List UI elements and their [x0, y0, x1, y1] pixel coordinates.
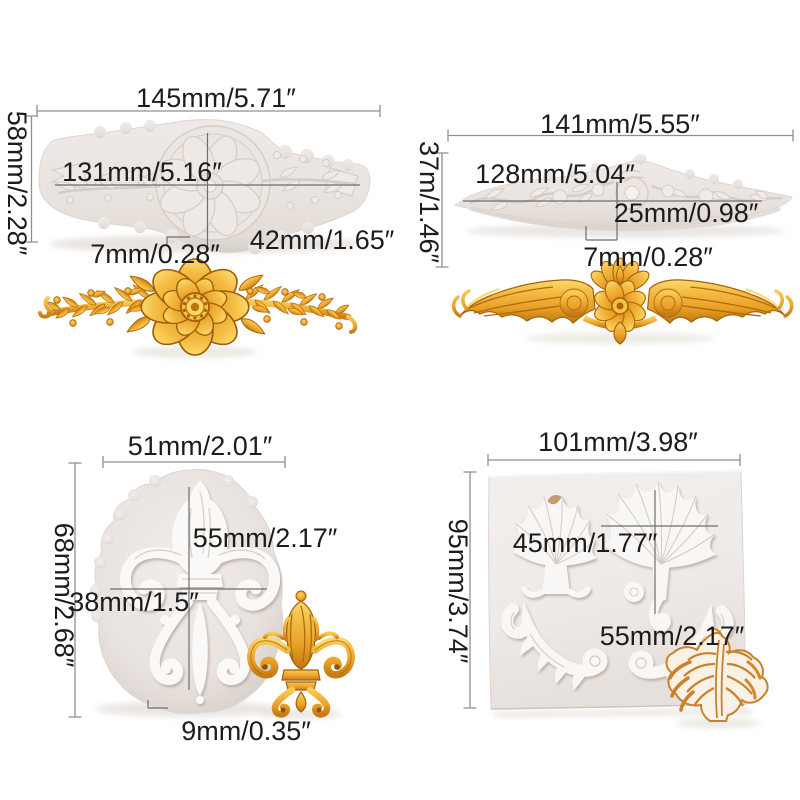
svg-text:45mm/1.77″: 45mm/1.77″ [513, 528, 658, 558]
svg-text:25mm/0.98″: 25mm/0.98″ [614, 198, 759, 228]
svg-text:51mm/2.01″: 51mm/2.01″ [128, 431, 273, 461]
svg-text:37m/1.46″: 37m/1.46″ [414, 141, 444, 264]
svg-text:95mm/3.74″: 95mm/3.74″ [443, 519, 473, 664]
svg-text:55mm/2.17″: 55mm/2.17″ [600, 621, 745, 651]
svg-text:7mm/0.28″: 7mm/0.28″ [583, 242, 713, 272]
svg-text:131mm/5.16″: 131mm/5.16″ [62, 157, 222, 187]
svg-text:145mm/5.71″: 145mm/5.71″ [136, 83, 296, 113]
svg-text:9mm/0.35″: 9mm/0.35″ [181, 716, 311, 746]
svg-text:141mm/5.55″: 141mm/5.55″ [540, 109, 700, 139]
svg-text:58mm/2.28″: 58mm/2.28″ [2, 111, 32, 256]
svg-text:68mm/2.68″: 68mm/2.68″ [49, 523, 79, 668]
svg-text:55mm/2.17″: 55mm/2.17″ [193, 523, 338, 553]
svg-text:7mm/0.28″: 7mm/0.28″ [90, 239, 220, 269]
svg-text:38mm/1.5″: 38mm/1.5″ [69, 587, 199, 617]
svg-text:101mm/3.98″: 101mm/3.98″ [538, 427, 698, 457]
svg-text:128mm/5.04″: 128mm/5.04″ [475, 159, 635, 189]
svg-text:42mm/1.65″: 42mm/1.65″ [250, 225, 395, 255]
